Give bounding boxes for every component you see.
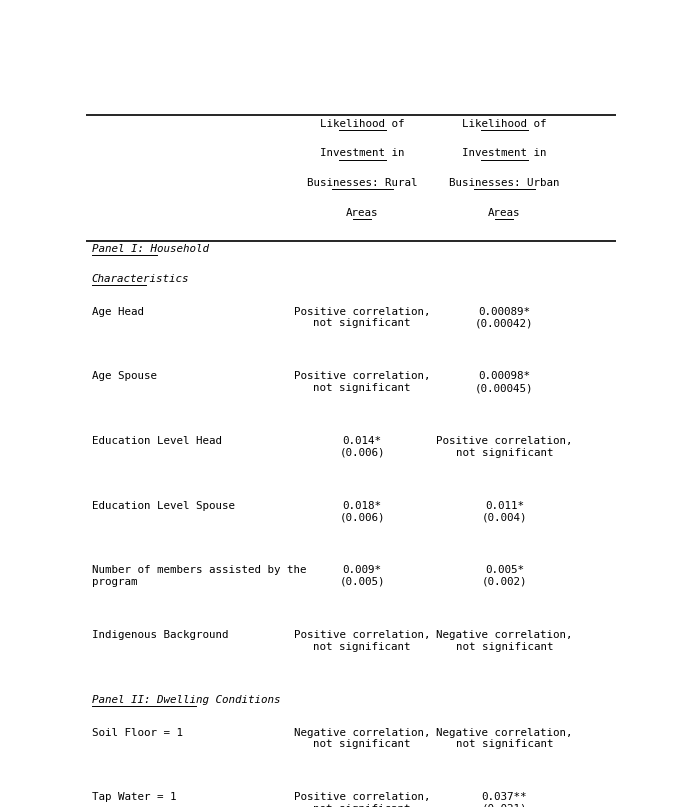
- Text: Soil Floor = 1: Soil Floor = 1: [92, 728, 183, 738]
- Text: Age Head: Age Head: [92, 307, 144, 317]
- Text: Characteristics: Characteristics: [92, 274, 189, 284]
- Text: Positive correlation,
not significant: Positive correlation, not significant: [294, 307, 430, 328]
- Text: 0.00089*
(0.00042): 0.00089* (0.00042): [475, 307, 534, 328]
- Text: Businesses: Urban: Businesses: Urban: [449, 178, 560, 188]
- Text: 0.011*
(0.004): 0.011* (0.004): [482, 500, 527, 522]
- Text: Panel I: Household: Panel I: Household: [92, 244, 209, 254]
- Text: Positive correlation,
not significant: Positive correlation, not significant: [294, 792, 430, 807]
- Text: Positive correlation,
not significant: Positive correlation, not significant: [294, 630, 430, 651]
- Text: 0.00098*
(0.00045): 0.00098* (0.00045): [475, 371, 534, 393]
- Text: 0.005*
(0.002): 0.005* (0.002): [482, 566, 527, 587]
- Text: Education Level Head: Education Level Head: [92, 436, 222, 446]
- Text: Areas: Areas: [488, 208, 521, 218]
- Text: Negative correlation,
not significant: Negative correlation, not significant: [436, 728, 573, 749]
- Text: Indigenous Background: Indigenous Background: [92, 630, 228, 640]
- Text: Positive correlation,
not significant: Positive correlation, not significant: [294, 371, 430, 393]
- Text: Negative correlation,
not significant: Negative correlation, not significant: [436, 630, 573, 651]
- Text: Areas: Areas: [346, 208, 378, 218]
- Text: Positive correlation,
not significant: Positive correlation, not significant: [436, 436, 573, 458]
- Text: 0.018*
(0.006): 0.018* (0.006): [339, 500, 385, 522]
- Text: Number of members assisted by the
program: Number of members assisted by the progra…: [92, 566, 306, 587]
- Text: Likelihood of: Likelihood of: [320, 119, 404, 128]
- Text: Age Spouse: Age Spouse: [92, 371, 157, 382]
- Text: Negative correlation,
not significant: Negative correlation, not significant: [294, 728, 430, 749]
- Text: Investment in: Investment in: [320, 148, 404, 158]
- Text: 0.037**
(0.021): 0.037** (0.021): [482, 792, 527, 807]
- Text: Tap Water = 1: Tap Water = 1: [92, 792, 176, 802]
- Text: 0.009*
(0.005): 0.009* (0.005): [339, 566, 385, 587]
- Text: Businesses: Rural: Businesses: Rural: [307, 178, 417, 188]
- Text: Investment in: Investment in: [462, 148, 547, 158]
- Text: 0.014*
(0.006): 0.014* (0.006): [339, 436, 385, 458]
- Text: Panel II: Dwelling Conditions: Panel II: Dwelling Conditions: [92, 695, 280, 705]
- Text: Likelihood of: Likelihood of: [462, 119, 547, 128]
- Text: Education Level Spouse: Education Level Spouse: [92, 500, 235, 511]
